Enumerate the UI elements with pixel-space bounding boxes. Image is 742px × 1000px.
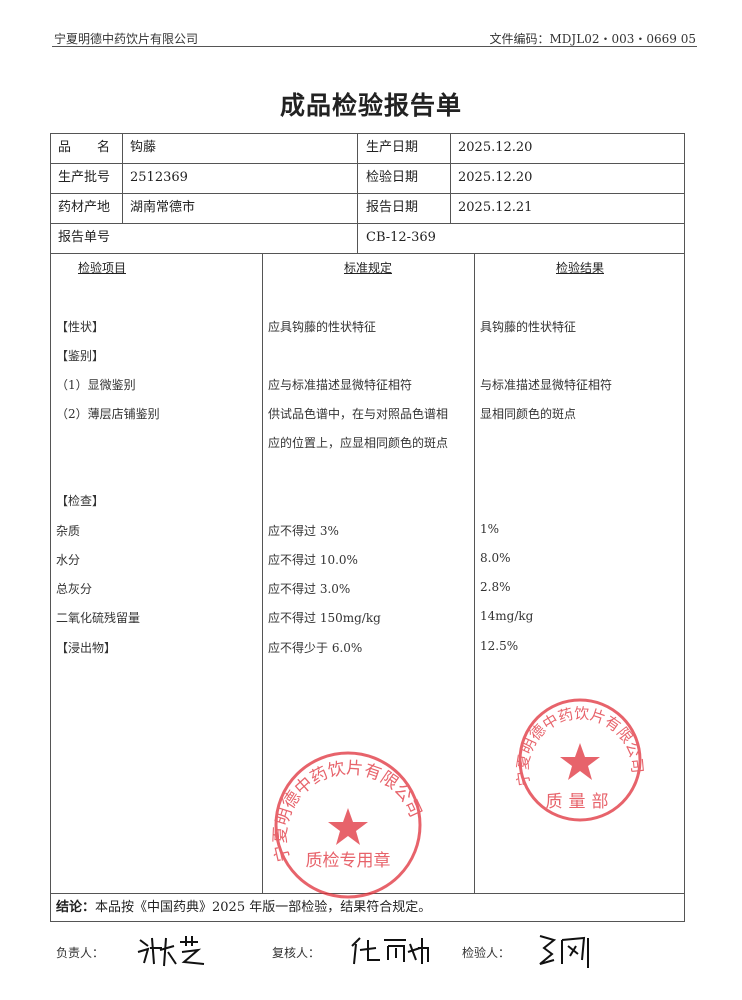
row-result: 2.8%: [480, 580, 511, 594]
column-header-result: 检验结果: [555, 261, 604, 275]
row-standard: 应不得少于 6.0%: [268, 641, 363, 655]
batch-label: 生产批号: [58, 170, 111, 185]
row-result: 与标准描述显微特征相符: [480, 378, 613, 392]
row-item: （1）显微鉴别: [56, 378, 136, 392]
row-item: 【鉴别】: [56, 349, 105, 363]
row-standard: 应不得过 10.0%: [268, 553, 358, 567]
page-title: 成品检验报告单: [279, 91, 462, 120]
reviewer-label: 复核人：: [272, 946, 321, 960]
column-divider: [357, 133, 358, 253]
report-table: [50, 133, 685, 922]
signature-inspector: [539, 935, 589, 968]
batch: 2512369: [130, 170, 188, 185]
column-divider: [474, 253, 475, 893]
row-item: 【检查】: [56, 494, 105, 508]
stamp-bottom-center-text: 质检专用章: [306, 851, 391, 871]
row-divider: [50, 163, 685, 164]
column-divider: [262, 253, 263, 893]
header-divider: [52, 46, 697, 47]
row-result: 8.0%: [480, 551, 511, 565]
inspection-date: 2025.12.20: [458, 170, 533, 185]
inspection-date-label: 检验日期: [366, 170, 419, 185]
inspector-label: 检验人：: [462, 946, 511, 960]
row-item: 二氧化硫残留量: [56, 611, 141, 625]
row-standard: 应不得过 3.0%: [268, 582, 351, 596]
signature-responsible: [137, 936, 205, 967]
production-date-label: 生产日期: [366, 140, 419, 155]
row-item: 总灰分: [56, 582, 93, 596]
row-item: （2）薄层店铺鉴别: [56, 407, 160, 421]
row-standard: 应的位置上，应显相同颜色的斑点: [268, 436, 449, 450]
file-code: 文件编码：MDJL02・003・0669 05: [489, 32, 697, 46]
report-date-label: 报告日期: [366, 200, 419, 215]
row-result: 1%: [480, 522, 500, 536]
row-divider: [50, 223, 685, 224]
report-no-label: 报告单号: [58, 230, 111, 245]
company-name: 宁夏明德中药饮片有限公司: [54, 32, 199, 46]
conclusion: 结论：本品按《中国药典》2025 年版一部检验，结果符合规定。: [56, 894, 431, 922]
conclusion-label: 结论：: [56, 900, 96, 915]
row-result: 14mg/kg: [480, 609, 534, 623]
origin: 湖南常德市: [130, 200, 196, 215]
row-divider: [50, 193, 685, 194]
product-name-label: 品 名: [58, 140, 111, 155]
signature-reviewer: [351, 937, 429, 965]
row-item: 【浸出物】: [56, 641, 117, 655]
row-standard: 供试品色谱中，在与对照品色谱相: [268, 407, 449, 421]
quality-inspection-stamp: 宁夏明德中药饮片有限公司 质检专用章: [271, 751, 425, 899]
product-name: 钩藤: [130, 140, 157, 155]
row-standard: 应具钩藤的性状特征: [268, 320, 377, 334]
responsible-label: 负责人：: [56, 946, 105, 960]
row-standard: 应不得过 3%: [268, 524, 339, 538]
report-date: 2025.12.21: [458, 200, 533, 215]
column-header-item: 检验项目: [77, 261, 126, 275]
stamp-top-center-text: 质量部: [546, 792, 615, 812]
conclusion-text: 本品按《中国药典》2025 年版一部检验，结果符合规定。: [95, 900, 432, 915]
quality-department-stamp: 宁夏明德中药饮片有限公司 质量部: [514, 698, 646, 822]
row-divider: [50, 253, 685, 254]
origin-label: 药材产地: [58, 200, 111, 215]
row-standard: 应与标准描述显微特征相符: [268, 378, 413, 392]
row-result: 具钩藤的性状特征: [480, 320, 577, 334]
report-no: CB-12-369: [366, 230, 436, 245]
row-item: 【性状】: [56, 320, 105, 334]
column-header-standard: 标准规定: [343, 261, 392, 275]
row-standard: 应不得过 150mg/kg: [268, 611, 381, 625]
row-item: 杂质: [56, 524, 81, 538]
row-result: 显相同颜色的斑点: [480, 407, 577, 421]
row-item: 水分: [56, 553, 81, 567]
production-date: 2025.12.20: [458, 140, 533, 155]
row-result: 12.5%: [480, 639, 519, 653]
column-divider: [122, 133, 123, 223]
column-divider: [450, 133, 451, 223]
